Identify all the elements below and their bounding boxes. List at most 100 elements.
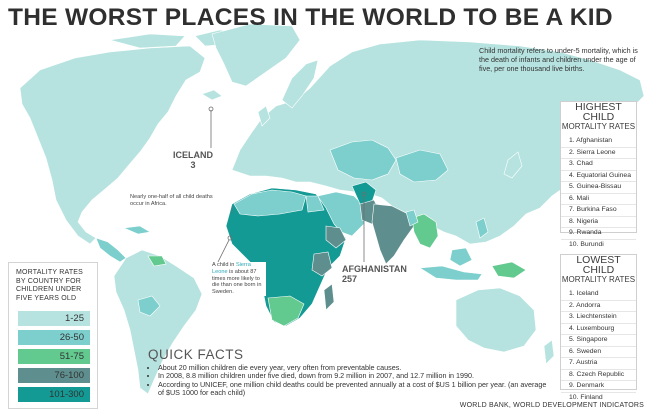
china-west-land [395,149,449,183]
sierra-note-country: Sierra Leone [212,262,251,275]
horn-africa-land [325,225,347,249]
highest-subtitle-text: MORTALITY RATES [561,122,636,131]
legend-label: 101-300 [49,389,84,400]
new-zealand-land [543,339,555,365]
list-item: 2. Sierra Leone [561,148,636,159]
list-item: 10. Finland [569,393,603,401]
list-item: 7. Austria [561,358,636,370]
uk-land [257,105,271,127]
india-land [371,203,415,265]
north-africa-land [233,189,307,217]
legend-title: MORTALITY RATES BY COUNTRY FOR CHILDREN … [9,263,97,303]
legend-label: 26-50 [59,332,84,343]
highest-list-title: HIGHEST CHILD MORTALITY RATES [561,102,636,132]
japan-land [503,151,523,179]
eurasia-land [231,39,645,245]
source-credit: WORLD BANK, WORLD DEVELOPMENT INDICATORS [459,402,644,409]
myanmar-land [405,209,419,227]
madagascar-land [323,283,335,311]
philippines-land [475,217,489,239]
list-item: 1. Iceland [561,289,636,301]
indonesia-land [419,265,483,281]
quick-facts: QUICK FACTS About 20 million children di… [148,347,548,398]
caribbean-land [122,225,151,235]
lowest-items: 1. Iceland 2. Andorra 3. Liechtenstein 4… [561,289,636,403]
list-item: 6. Sweden [561,347,636,358]
list-item: 1. Afghanistan [561,136,636,148]
list-item: 9. Denmark [561,381,636,393]
lowest-mortality-list: LOWEST CHILD MORTALITY RATES 1. Iceland 2… [560,254,637,401]
list-item: 2. Andorra [561,301,636,312]
bolivia-land [137,295,161,317]
legend-swatch: 1-25 [18,311,90,326]
sierra-leone-note: A child in Sierra Leone is about 87 time… [212,262,266,296]
iceland-marker [208,106,214,112]
fact-item: According to UNICEF, one million child d… [158,380,548,398]
east-africa-land [311,251,333,277]
australia-land [455,287,537,353]
highest-mortality-list: HIGHEST CHILD MORTALITY RATES 1. Afghanis… [560,101,637,248]
africa-note: Nearly one-half of all child deaths occu… [130,194,226,208]
lowest-list-title: LOWEST CHILD MORTALITY RATES [561,255,636,285]
afghanistan-name: AFGHANISTAN [342,264,407,274]
southeast-asia-land [411,213,439,249]
sierra-note-pre: A child in [212,262,236,268]
highest-items: 1. Afghanistan 2. Sierra Leone 3. Chad 4… [561,136,636,250]
legend-swatch: 26-50 [18,330,90,345]
south-america-land [113,249,203,395]
legend-row-1-25: 1-25 [18,310,90,327]
legend-label: 76-100 [54,370,84,381]
iceland-land [201,89,223,101]
list-item: 8. Nigeria [561,217,636,228]
legend-row-76-100: 76-100 [18,367,90,384]
legend-title-line: MORTALITY RATES [16,269,84,276]
north-america-land [19,45,206,245]
sierra-leader-line [217,239,230,263]
guyana-land [147,255,167,267]
sierra-leone-marker [227,235,233,241]
list-item: 3. Liechtenstein [561,312,636,324]
egypt-land [305,195,325,213]
lowest-title-text: LOWEST CHILD [576,254,621,276]
legend-swatch: 51-75 [18,349,90,364]
fact-item: In 2008, 8.8 million children under five… [158,371,548,380]
legend-title-line: BY COUNTRY FOR [16,277,82,285]
iceland-callout: ICELAND 3 [168,150,218,170]
central-america-land [95,237,127,263]
intro-text: Child mortality refers to under-5 mortal… [479,46,638,73]
list-item: 4. Luxembourg [561,324,636,335]
page-title: THE WORST PLACES IN THE WORLD TO BE A KI… [8,4,613,31]
list-item: 7. Burkina Faso [561,205,636,217]
fact-item: About 20 million children die every year… [158,363,548,372]
borneo-land [449,247,473,267]
list-item: 4. Equatorial Guinea [561,171,636,182]
legend-row-51-75: 51-75 [18,348,90,365]
quick-facts-list: About 20 million children die every year… [148,363,548,398]
legend-label: 51-75 [59,351,84,362]
afghanistan-callout: AFGHANISTAN 257 [342,264,412,284]
iceland-value: 3 [190,160,196,170]
afghanistan-value: 257 [342,274,358,284]
legend-swatch: 101-300 [18,387,90,402]
list-item: 3. Chad [561,159,636,171]
list-item: 5. Singapore [561,335,636,347]
sierra-note-post: is about 87 times more likely to die tha… [212,268,262,296]
legend-swatch: 76-100 [18,368,90,383]
list-item: 8. Czech Republic [561,370,636,381]
legend-title-line: FIVE YEARS OLD [16,294,77,302]
quick-facts-heading: QUICK FACTS [148,347,244,362]
scandinavia-land [281,59,319,109]
list-item: 10. Burundi [569,240,604,248]
mortality-legend: MORTALITY RATES BY COUNTRY FOR CHILDREN … [8,262,98,409]
southern-africa-land [267,295,305,327]
central-asia-land [329,139,397,181]
png-land [491,261,527,279]
list-item: 9. Rwanda [561,228,636,240]
greenland-land [211,23,301,87]
list-item: 6. Mali [561,194,636,205]
afghanistan-marker [361,191,367,197]
list-item: 5. Guinea-Bissau [561,182,636,194]
legend-label: 1-25 [64,313,84,324]
